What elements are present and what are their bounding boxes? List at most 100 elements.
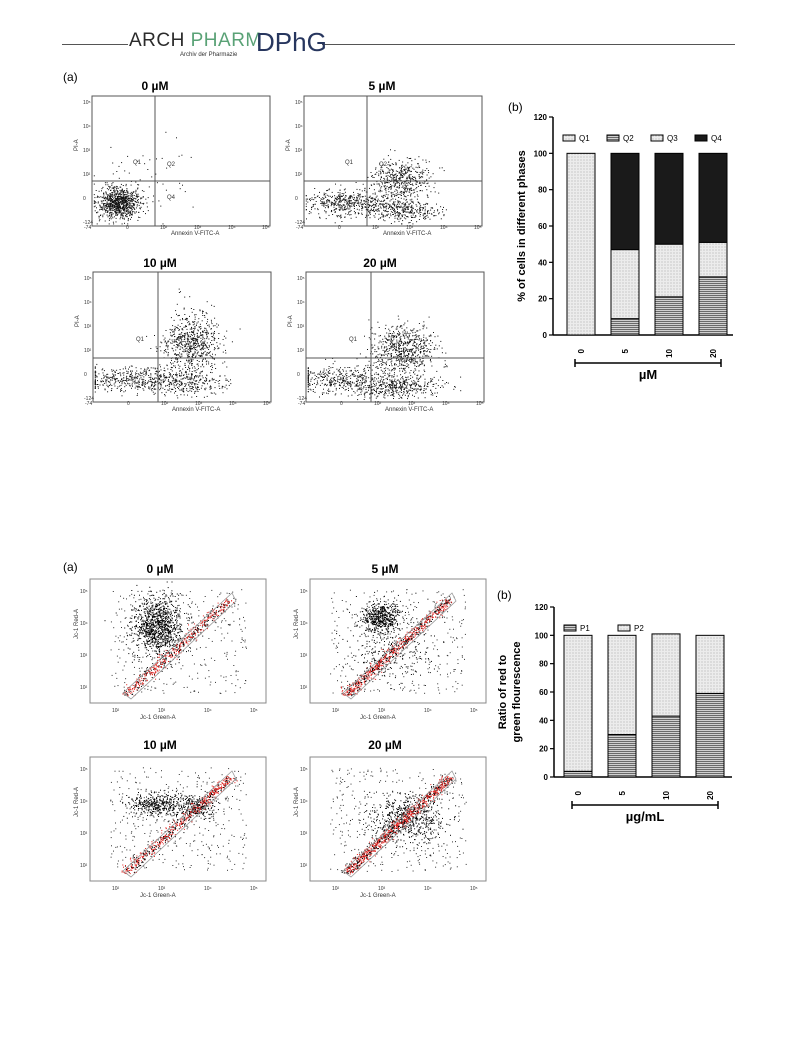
event-dot <box>367 364 369 366</box>
event-dot <box>376 210 378 212</box>
event-dot <box>105 206 107 208</box>
event-dot <box>407 211 409 213</box>
event-dot <box>393 356 395 358</box>
event-dot <box>129 198 130 200</box>
event-dot <box>390 223 392 224</box>
event-dot <box>348 200 350 202</box>
event-dot <box>165 377 167 379</box>
event-dot <box>134 381 136 383</box>
event-dot <box>403 211 404 213</box>
event-dot <box>167 341 169 343</box>
event-dot <box>117 204 119 206</box>
event-dot <box>413 168 415 170</box>
event-dot <box>414 341 416 343</box>
event-dot <box>390 345 392 347</box>
event-dot <box>384 335 386 337</box>
event-dot <box>310 389 312 391</box>
event-dot <box>378 377 379 379</box>
event-dot <box>385 193 387 195</box>
event-dot <box>426 339 428 341</box>
event-dot <box>187 338 189 340</box>
event-dot <box>106 188 108 190</box>
event-dot <box>422 159 424 161</box>
event-dot <box>321 376 322 377</box>
event-dot <box>197 383 199 385</box>
event-dot <box>380 361 382 362</box>
event-dot <box>334 360 336 362</box>
event-dot <box>187 339 189 341</box>
event-dot <box>350 369 352 371</box>
event-dot <box>170 374 172 376</box>
event-dot <box>307 368 309 369</box>
event-dot <box>307 377 309 379</box>
event-dot <box>112 376 114 378</box>
event-dot <box>134 212 136 214</box>
event-dot <box>172 362 174 364</box>
event-dot <box>118 373 120 374</box>
event-dot <box>225 379 227 381</box>
event-dot <box>392 344 394 346</box>
event-dot <box>103 382 105 384</box>
event-dot <box>201 360 203 362</box>
event-dot <box>129 200 131 201</box>
event-dot <box>190 385 192 387</box>
event-dot <box>181 332 183 333</box>
event-dot <box>387 340 389 341</box>
event-dot <box>193 348 195 350</box>
event-dot <box>398 220 400 222</box>
event-dot <box>112 187 114 189</box>
event-dot <box>425 202 427 204</box>
event-dot <box>362 207 363 209</box>
event-dot <box>411 164 413 166</box>
event-dot <box>115 195 117 197</box>
event-dot <box>416 183 418 185</box>
event-dot <box>316 382 318 384</box>
event-dot <box>417 354 419 356</box>
event-dot <box>181 381 183 383</box>
event-dot <box>384 215 386 217</box>
event-dot <box>384 186 386 188</box>
event-dot <box>426 385 428 387</box>
event-dot <box>206 338 208 340</box>
event-dot <box>387 155 389 157</box>
event-dot <box>404 214 406 216</box>
event-dot <box>356 196 357 198</box>
quadrant-label-Q1: Q1 <box>136 337 145 343</box>
event-dot <box>398 187 400 189</box>
event-dot <box>314 188 316 189</box>
event-dot <box>339 201 341 203</box>
event-dot <box>139 207 141 209</box>
event-dot <box>124 380 126 381</box>
event-dot <box>201 334 203 335</box>
event-dot <box>404 369 406 371</box>
event-dot <box>341 195 343 197</box>
event-dot <box>384 341 386 342</box>
event-dot <box>120 389 121 391</box>
event-dot <box>381 359 383 361</box>
event-dot <box>402 161 404 163</box>
event-dot <box>439 167 441 169</box>
event-dot <box>125 390 126 392</box>
event-dot <box>167 348 169 350</box>
event-dot <box>365 191 367 193</box>
event-dot <box>402 209 404 211</box>
event-dot <box>378 359 380 361</box>
event-dot <box>191 363 193 364</box>
event-dot <box>203 329 205 331</box>
event-dot <box>94 367 96 369</box>
event-dot <box>192 331 194 333</box>
event-dot <box>343 379 345 381</box>
event-dot <box>188 356 190 358</box>
event-dot <box>191 356 193 357</box>
event-dot <box>386 202 388 204</box>
event-dot <box>173 339 175 341</box>
event-dot <box>194 391 196 393</box>
event-dot <box>99 384 101 386</box>
event-dot <box>388 348 390 349</box>
event-dot <box>187 351 189 353</box>
event-dot <box>397 355 399 357</box>
event-dot <box>368 207 370 208</box>
event-dot <box>120 373 122 375</box>
event-dot <box>382 214 384 216</box>
event-dot <box>180 389 182 391</box>
